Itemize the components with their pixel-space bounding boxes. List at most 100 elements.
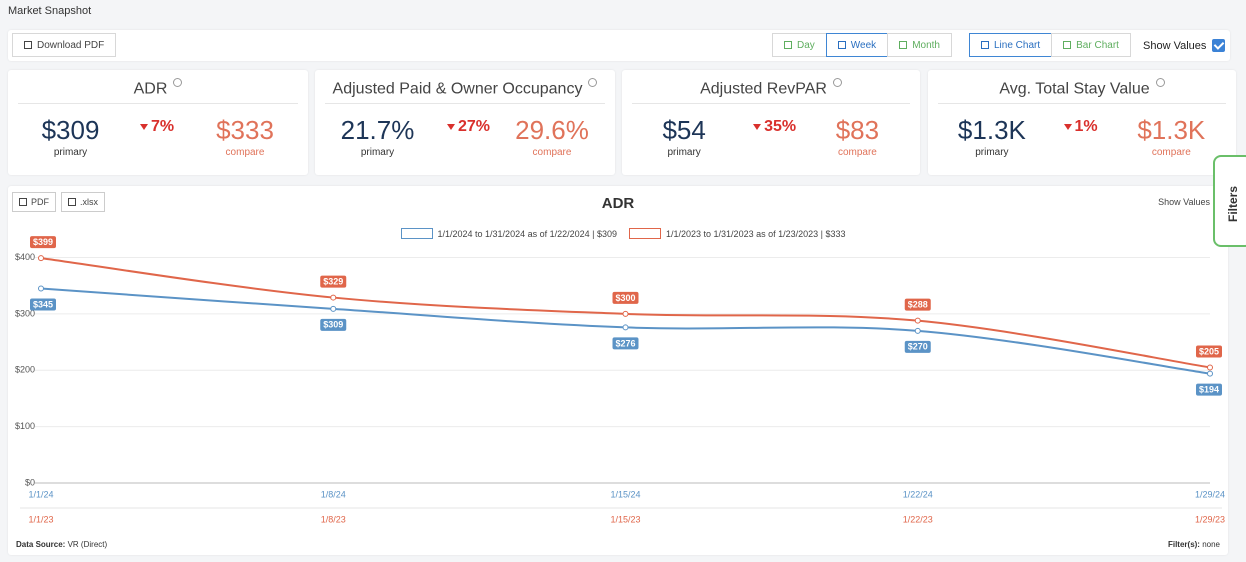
compare-value: 29.6% [515,115,589,145]
compare-label: compare [532,147,572,158]
compare-value: $83 [835,115,880,145]
compare-value: $333 [216,115,274,145]
label: Month [912,39,940,51]
point [1207,370,1213,377]
toolbar: Download PDF Day Week Month Line Chart Bar … [8,30,1230,61]
toggle-button[interactable]: Line Chart [969,33,1053,57]
icon [19,198,27,206]
filters-label: Filter(s): [1167,540,1200,549]
value-label: $345 [33,299,53,309]
legend: 1/1/2024 to 1/31/2024 as of 1/22/2024 | … [0,228,1246,239]
point [38,285,44,292]
down-arrow [447,123,455,130]
data-source-value: VR (Direct) [67,540,108,549]
change-value: 27% [458,118,491,135]
info-icon [832,78,842,87]
label: Week [850,39,877,51]
value-label-bg [1196,383,1222,396]
toggle-button[interactable]: Day [772,33,827,57]
value-label-bg [612,337,639,350]
toggle-button[interactable]: Month [887,33,952,57]
change: 7% [140,118,174,136]
kpi-card: Adjusted RevPAR $54 primary 35% $83 compare [622,70,920,175]
change-value: 1% [1074,118,1098,135]
info-icon [588,78,598,87]
download-button[interactable]: Download PDF [12,33,117,57]
icon [1063,41,1072,49]
down-arrow [753,123,762,130]
kpi-title-text: Adjusted Paid & Owner Occupancy [332,80,583,98]
legend-swatch [629,228,661,239]
primary-label: primary [667,147,701,158]
down-arrow [140,123,148,130]
x-compare-label: 1/22/23 [903,514,933,524]
label: Line Chart [994,39,1041,51]
change-value: 35% [764,118,797,135]
x-tick-label: 1/15/24 [610,489,640,499]
label: PDF [31,197,49,207]
legend-swatch [400,228,433,239]
show-values-checkbox[interactable] [1212,39,1225,52]
primary-value: 21.7% [340,115,415,145]
icon [837,41,846,49]
x-tick-label: 1/1/24 [28,489,53,499]
x-tick-label: 1/8/24 [321,489,346,499]
change: 27% [447,118,490,136]
primary-value: $309 [41,115,100,145]
value-label: $270 [908,342,928,352]
x-compare-label: 1/1/23 [28,514,53,524]
x-tick-label: 1/29/24 [1195,489,1225,499]
export-button[interactable]: PDF [12,192,56,212]
value-label-bg [30,298,56,311]
x-tick-label: 1/22/24 [903,489,933,499]
legend-label: 1/1/2024 to 1/31/2024 as of 1/22/2024 | … [437,228,618,239]
label: Download PDF [37,39,105,51]
value-label-bg [30,236,56,249]
x-compare-label: 1/29/23 [1195,514,1225,524]
change-value: 7% [151,118,175,135]
point [38,255,44,262]
kpi-title: Avg. Total Stay Value [938,78,1226,105]
point [914,317,921,324]
value-label-bg [612,291,639,304]
change: 1% [1063,118,1098,136]
primary-value: $54 [662,115,706,145]
data-source-label: Data Source: [16,540,66,549]
show-values-label: Show Values [1143,40,1207,52]
point [330,305,337,312]
filters-tab[interactable]: Filters [1213,155,1246,247]
export-button[interactable]: .xlsx [61,192,105,212]
primary-label: primary [360,147,395,158]
value-label: $300 [615,293,635,303]
value-label-bg [904,340,931,353]
y-tick-label: $200 [15,365,35,375]
point [1207,364,1213,371]
filters-value: none [1202,540,1220,549]
kpi-title: ADR [18,78,298,105]
info-icon [173,78,183,87]
compare-value: $1.3K [1137,115,1206,145]
chart-title: ADR [602,195,635,212]
compare-label: compare [225,147,265,158]
primary-label: primary [975,147,1009,158]
y-tick-label: $100 [15,421,35,431]
icon [981,41,989,49]
value-label-bg [320,318,347,331]
compare-label: compare [837,147,877,158]
export-buttons: PDF .xlsx [12,192,105,212]
kpi-title-text: ADR [133,80,168,98]
y-tick-label: $0 [25,477,35,487]
point [622,310,629,317]
point [330,294,337,301]
x-compare-label: 1/15/23 [610,514,640,524]
period-group: Day Week Month [772,33,952,57]
kpi-card: Avg. Total Stay Value $1.3K primary 1% $1.3K… [928,70,1236,175]
point [914,327,921,334]
toggle-button[interactable]: Bar Chart [1051,33,1131,57]
value-label-bg [320,275,347,288]
kpi-card: ADR $309 primary 7% $333 compare [8,70,308,175]
filters-tab-label: Filters [1226,185,1241,223]
kpi-title: Adjusted Paid & Owner Occupancy [325,78,605,105]
